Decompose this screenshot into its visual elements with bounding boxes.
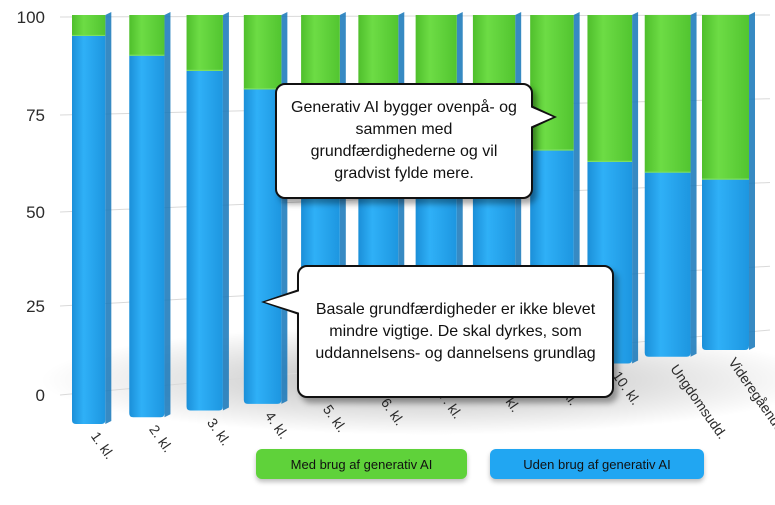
- bar-segment-uden-ai: [243, 88, 282, 404]
- bar-segment-med-ai: [530, 15, 574, 150]
- bar-segment-med-ai: [243, 15, 282, 89]
- bar-group: [243, 12, 288, 404]
- bar-group: [72, 12, 112, 424]
- y-tick-label: 50: [26, 203, 45, 222]
- bar-segment-uden-ai: [72, 35, 106, 424]
- y-tick-label: 25: [26, 297, 45, 316]
- bar-group: [644, 12, 697, 357]
- legend-without-ai: Uden brug af generativ AI: [490, 449, 704, 479]
- bar-group: [129, 12, 171, 418]
- x-tick-label: 1. kl.: [88, 429, 118, 462]
- bar-segment-uden-ai: [129, 55, 165, 418]
- bar-segment-med-ai: [644, 15, 691, 173]
- bar-side: [164, 12, 171, 418]
- legend-with-ai: Med brug af generativ AI: [256, 449, 467, 479]
- bar-group: [186, 12, 229, 411]
- y-tick-label: 0: [36, 386, 45, 405]
- bar-side: [222, 12, 229, 411]
- annotation-bubble-bottom: Basale grundfærdigheder er ikke blevet m…: [261, 265, 614, 398]
- bar-segment-uden-ai: [702, 179, 749, 350]
- bar-group: [702, 12, 755, 350]
- y-tick-label: 75: [26, 106, 45, 125]
- y-axis: 0 25 50 75 100: [17, 8, 45, 405]
- bar-segment-med-ai: [72, 15, 106, 36]
- bar-side: [690, 12, 697, 357]
- bar-segment-med-ai: [186, 15, 223, 71]
- bar-segment-med-ai: [129, 15, 165, 56]
- y-tick-label: 100: [17, 8, 45, 27]
- annotation-top-text: Generativ AI bygger ovenpå- og sammen me…: [291, 99, 517, 182]
- annotation-bubble-top: Generativ AI bygger ovenpå- og sammen me…: [275, 83, 557, 199]
- bar-segment-uden-ai: [186, 70, 223, 411]
- annotation-bottom-text: Basale grundfærdigheder er ikke blevet m…: [315, 300, 596, 362]
- bar-segment-med-ai: [702, 15, 749, 180]
- bar-segment-uden-ai: [644, 172, 691, 357]
- x-tick-label: 2. kl.: [146, 422, 176, 455]
- bar-side: [632, 12, 639, 364]
- bar-side: [749, 12, 755, 350]
- bar-side: [105, 12, 112, 424]
- bar-segment-med-ai: [587, 15, 633, 162]
- bar-side: [281, 12, 288, 404]
